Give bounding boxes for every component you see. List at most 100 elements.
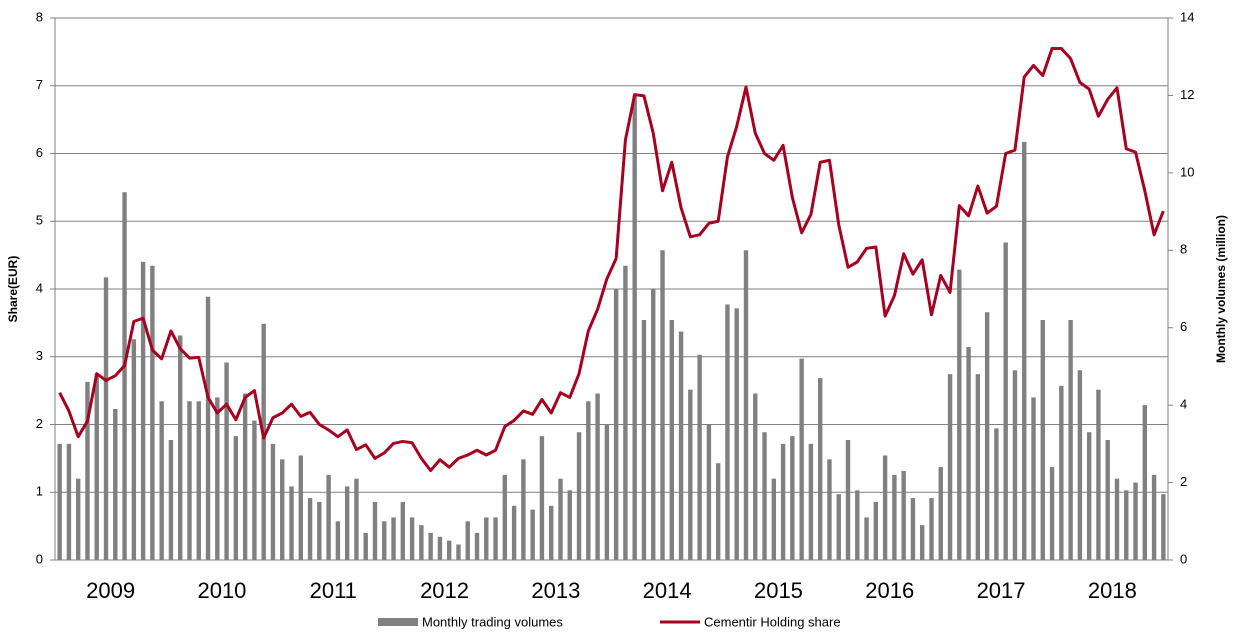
bar: [465, 521, 470, 560]
bar: [205, 296, 211, 560]
bar: [604, 424, 610, 560]
bar: [613, 289, 619, 560]
bar: [270, 443, 276, 560]
bar: [391, 517, 396, 560]
bar: [317, 501, 322, 560]
bar: [780, 443, 786, 560]
y-tick-label: 6: [36, 145, 43, 160]
bar: [1059, 385, 1064, 560]
bar: [1022, 141, 1027, 560]
bar: [57, 443, 62, 560]
bar: [1105, 439, 1110, 560]
bar: [957, 269, 962, 560]
bar: [289, 486, 294, 560]
legend-label: Monthly trading volumes: [422, 614, 563, 629]
bar: [233, 436, 239, 560]
bar: [984, 312, 990, 560]
bar: [1114, 478, 1120, 560]
x-tick-label: 2012: [420, 578, 469, 603]
bar: [187, 401, 192, 560]
bar: [576, 432, 582, 560]
bar: [725, 304, 730, 560]
x-tick-label: 2011: [310, 578, 357, 603]
bar: [539, 436, 545, 560]
bar: [836, 494, 841, 560]
bar: [1124, 490, 1129, 560]
bar: [94, 374, 99, 560]
x-tick-label: 2014: [643, 578, 692, 603]
bar: [1142, 405, 1148, 560]
bar: [168, 439, 174, 560]
bar: [326, 474, 331, 560]
bar: [456, 544, 461, 560]
bar: [882, 455, 888, 560]
bar: [845, 439, 851, 560]
bar: [595, 393, 600, 560]
bar: [808, 443, 814, 560]
bar: [150, 265, 155, 560]
bar: [474, 532, 480, 560]
x-tick-label: 2017: [977, 578, 1026, 603]
bar: [753, 393, 758, 560]
bar: [382, 521, 387, 560]
y2-tick-label: 6: [1180, 319, 1187, 334]
y2-tick-label: 2: [1180, 474, 1187, 489]
bar: [1012, 370, 1018, 560]
bar: [901, 470, 906, 560]
bar: [307, 498, 313, 560]
bar: [966, 347, 971, 560]
legend-swatch: [378, 618, 418, 626]
x-tick-label: 2010: [197, 578, 246, 603]
bar: [446, 540, 452, 560]
bar: [549, 505, 554, 560]
bar: [252, 420, 257, 560]
y2-tick-label: 8: [1180, 242, 1187, 257]
bar: [790, 436, 795, 560]
bar: [1086, 432, 1092, 560]
y-tick-label: 3: [36, 348, 43, 363]
bar: [938, 467, 943, 560]
bar: [1151, 474, 1157, 560]
x-tick-label: 2016: [865, 578, 914, 603]
bar: [660, 250, 665, 561]
bar: [178, 335, 183, 560]
bar: [855, 490, 860, 560]
bar: [437, 536, 443, 560]
x-tick-label: 2018: [1088, 578, 1137, 603]
bar: [344, 486, 350, 560]
bar: [715, 463, 721, 560]
bar: [196, 401, 201, 560]
bar: [799, 358, 804, 560]
bar: [910, 498, 916, 560]
bar: [734, 308, 739, 560]
bar: [113, 409, 118, 560]
bar: [140, 261, 146, 560]
bar: [994, 428, 999, 560]
legend-label: Cementir Holding share: [704, 614, 841, 629]
y2-tick-label: 0: [1180, 551, 1187, 566]
bar: [1049, 467, 1055, 560]
bar: [66, 443, 72, 560]
bar: [428, 532, 433, 560]
bar: [372, 501, 378, 560]
line: [58, 46, 1165, 473]
bar: [743, 250, 749, 561]
y2-tick-label: 10: [1180, 164, 1194, 179]
bar: [1161, 494, 1166, 560]
bar: [85, 381, 90, 560]
bar: [261, 323, 266, 560]
bar: [122, 192, 127, 560]
bar: [103, 277, 109, 560]
bar: [363, 532, 368, 560]
bar: [669, 319, 674, 560]
bar: [558, 478, 563, 560]
bar: [1003, 242, 1008, 561]
bar: [1096, 389, 1101, 560]
y-tick-label: 8: [36, 9, 43, 24]
y-tick-label: 0: [36, 551, 43, 566]
bar: [224, 362, 229, 560]
bar: [567, 490, 572, 560]
bar: [1133, 482, 1138, 560]
bar: [873, 501, 879, 560]
